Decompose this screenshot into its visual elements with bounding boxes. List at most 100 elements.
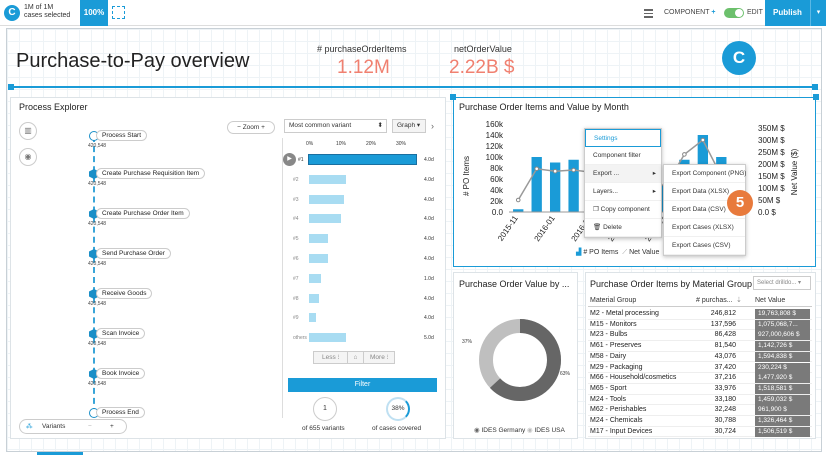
- less-button[interactable]: Less ⁝: [322, 354, 340, 361]
- export-cases-csv[interactable]: Export Cases (CSV): [664, 237, 745, 255]
- activity-icon: [89, 209, 99, 219]
- table-row[interactable]: M61 - Preserves 81,540 1,142,726 $: [588, 341, 812, 352]
- process-node[interactable]: Receive Goods: [96, 288, 153, 299]
- variant-duration: 4.0d: [424, 236, 434, 243]
- menu-layers-label: Layers...: [593, 188, 618, 195]
- table-row[interactable]: M15 - Monitors 137,596 1,075,068,7...: [588, 319, 812, 331]
- table-row[interactable]: M17 - Input Devices 30,724 1,506,519 $: [588, 426, 812, 438]
- edit-toggle[interactable]: [724, 8, 744, 18]
- variant-bar[interactable]: [309, 273, 321, 283]
- variants-plus-button[interactable]: +: [110, 423, 114, 430]
- add-component-button[interactable]: COMPONENT +: [664, 9, 715, 16]
- table-row[interactable]: M24 - Tools 33,180 1,459,032 $: [588, 394, 812, 406]
- table-row[interactable]: M58 - Dairy 43,076 1,594,838 $: [588, 351, 812, 363]
- variant-bar[interactable]: [309, 174, 347, 184]
- graph-select[interactable]: Graph ▾: [392, 119, 426, 133]
- export-data-csv[interactable]: Export Data (CSV): [664, 201, 745, 219]
- drilldown-select[interactable]: Select drilldo... ▾: [753, 276, 811, 290]
- sort-icon[interactable]: ⇣: [736, 297, 742, 304]
- menu-icon[interactable]: [644, 9, 653, 18]
- donut-slice-ides-usa: [479, 319, 561, 401]
- cell-po-items: 32,248: [714, 406, 736, 414]
- col-header-po-items[interactable]: # purchas...: [696, 297, 733, 304]
- variant-bar[interactable]: [308, 154, 417, 165]
- publish-button[interactable]: Publish: [765, 0, 810, 26]
- menu-layers[interactable]: Layers... ▸: [585, 183, 661, 201]
- variant-axis-tick: 20%: [366, 141, 377, 147]
- variant-bar[interactable]: [309, 214, 341, 224]
- resize-handle[interactable]: [450, 94, 456, 100]
- export-cases-xlsx[interactable]: Export Cases (XLSX): [664, 219, 745, 237]
- variants-caption: of 655 variants: [302, 425, 345, 432]
- table-row[interactable]: M24 - Chemicals 30,788 1,326,464 $: [588, 416, 812, 427]
- node-count: 420,548: [88, 261, 107, 267]
- menu-delete[interactable]: 🗑 Delete: [585, 219, 661, 237]
- home-icon[interactable]: ⌂: [347, 352, 364, 363]
- scroll-indicator[interactable]: [37, 452, 83, 455]
- po-items-bar[interactable]: [568, 159, 579, 212]
- cell-material-group: M62 - Perishables: [590, 406, 647, 414]
- layout-icon[interactable]: ▥: [19, 122, 37, 140]
- cell-material-group: M66 - Household/cosmetics: [590, 374, 677, 382]
- menu-settings[interactable]: Settings: [585, 129, 661, 147]
- filter-button[interactable]: Filter: [288, 378, 437, 392]
- variant-bar[interactable]: [309, 293, 320, 303]
- process-node[interactable]: Create Purchase Requisition Item: [96, 168, 206, 179]
- process-node[interactable]: Process End: [96, 407, 145, 418]
- variants-minus-button[interactable]: −: [88, 423, 92, 430]
- activity-icon: [89, 249, 99, 259]
- variant-bar[interactable]: [309, 254, 328, 263]
- y-tick-right: 150M $: [758, 172, 785, 181]
- node-count: 420,548: [88, 221, 107, 227]
- variant-bar[interactable]: [309, 194, 344, 204]
- table-row[interactable]: M23 - Bulbs 86,428 927,000,606 $: [588, 330, 812, 342]
- variant-bar[interactable]: [309, 313, 317, 323]
- variant-duration: 1.0d: [424, 275, 434, 282]
- node-count: 420,548: [88, 181, 107, 187]
- step-badge: 5: [727, 190, 753, 216]
- export-data-xlsx[interactable]: Export Data (XLSX): [664, 183, 745, 201]
- export-component-png[interactable]: Export Component (PNG): [664, 165, 746, 183]
- play-icon[interactable]: ▶: [283, 153, 296, 166]
- eye-icon[interactable]: ◉: [19, 148, 37, 166]
- y-tick-left: 140k: [486, 131, 504, 140]
- col-header-net-value[interactable]: Net Value: [755, 297, 786, 304]
- process-node[interactable]: Send Purchase Order: [96, 248, 171, 259]
- po-items-bar[interactable]: [531, 157, 542, 212]
- process-node[interactable]: Book Invoice: [96, 368, 146, 379]
- celonis-logo-icon[interactable]: C: [4, 5, 20, 21]
- zoom-control[interactable]: − Zoom +: [227, 121, 275, 134]
- variant-bar[interactable]: [309, 333, 347, 343]
- po-items-bar[interactable]: [549, 162, 561, 213]
- menu-export[interactable]: Export ... ▸: [585, 165, 661, 183]
- cell-net-value: 1,506,519 $: [755, 426, 810, 437]
- table-row[interactable]: M66 - Household/cosmetics 37,216 1,477,920…: [588, 373, 812, 384]
- menu-copy-component[interactable]: ❐ Copy component: [585, 201, 661, 219]
- more-button[interactable]: More ⁝: [370, 354, 389, 361]
- table-row[interactable]: M29 - Packaging 37,420 230,224 $: [588, 362, 812, 374]
- zoom-out-icon[interactable]: −: [237, 124, 243, 131]
- table-row[interactable]: M62 - Perishables 32,248 961,900 $: [588, 405, 812, 416]
- process-node[interactable]: Scan Invoice: [96, 328, 146, 339]
- variant-bar[interactable]: [309, 234, 328, 244]
- resize-handle[interactable]: [8, 84, 14, 90]
- page-title: Purchase-to-Pay overview: [16, 50, 250, 72]
- menu-component-filter[interactable]: Component filter: [585, 147, 661, 165]
- selection-tool-icon[interactable]: [112, 6, 125, 19]
- cell-net-value: 1,142,726 $: [755, 341, 810, 352]
- cell-po-items: 33,180: [714, 395, 736, 403]
- chevron-right-icon[interactable]: ›: [431, 121, 434, 131]
- resize-handle[interactable]: [813, 94, 819, 100]
- po-items-bar[interactable]: [513, 209, 524, 212]
- process-node[interactable]: Process Start: [96, 130, 148, 141]
- process-node[interactable]: Create Purchase Order Item: [96, 208, 190, 219]
- col-header-material-group[interactable]: Material Group: [590, 297, 637, 304]
- table-row[interactable]: M65 - Sport 33,976 1,518,581 $: [588, 383, 812, 395]
- variant-select[interactable]: Most common variant ⬍: [284, 119, 387, 133]
- table-row[interactable]: M2 - Metal processing 246,812 19,763,808 $: [588, 309, 812, 320]
- net-value-point: [682, 152, 687, 157]
- y-tick-left: 40k: [490, 186, 504, 195]
- zoom-in-icon[interactable]: +: [259, 124, 265, 131]
- resize-handle[interactable]: [812, 84, 818, 90]
- publish-dropdown-icon[interactable]: ▾: [810, 0, 826, 26]
